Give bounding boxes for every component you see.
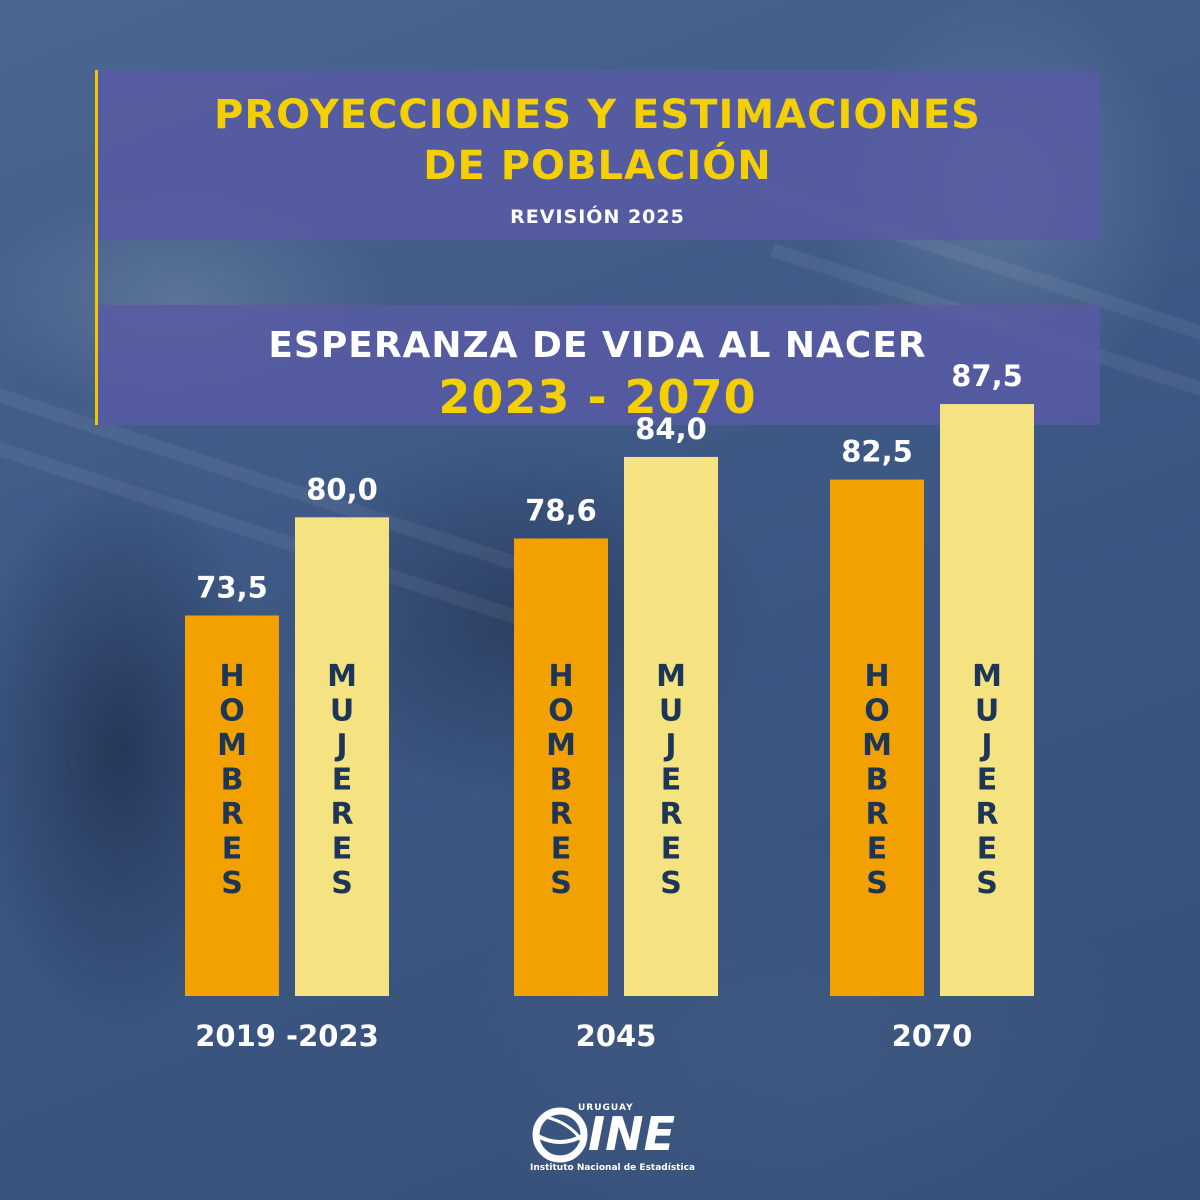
series-name-letter: E (977, 763, 998, 798)
series-name-letter: S (976, 866, 998, 901)
series-name-letter: H (548, 659, 573, 694)
accent-line (95, 70, 98, 425)
series-name-letter: O (864, 694, 890, 729)
revision-label: REVISIÓN 2025 (510, 206, 685, 228)
bar-mujeres (940, 404, 1034, 997)
logo-brand: INE (588, 1107, 676, 1161)
logo-caption: Instituto Nacional de Estadística (530, 1163, 695, 1173)
series-name-letter: S (550, 866, 572, 901)
bar-hombres (830, 479, 924, 997)
category-label: 2045 (576, 1019, 657, 1053)
years-range: 2023 - 2070 (438, 370, 757, 424)
bar-hombres (185, 615, 279, 996)
value-label: 84,0 (635, 412, 707, 446)
series-name-letter: R (865, 797, 888, 832)
page-title-line1: PROYECCIONES Y ESTIMACIONES (214, 92, 981, 138)
series-name-letter: H (219, 659, 244, 694)
series-name-letter: O (548, 694, 574, 729)
series-name-letter: R (549, 797, 572, 832)
value-label: 73,5 (196, 570, 268, 604)
logo-country: URUGUAY (578, 1103, 634, 1113)
value-label: 87,5 (951, 359, 1023, 393)
series-name-letter: R (975, 797, 998, 832)
bar-mujeres (624, 456, 718, 996)
bar-mujeres (295, 517, 389, 996)
series-name-letter: M (972, 659, 1002, 694)
bar-hombres (514, 538, 608, 996)
series-name-letter: S (221, 866, 243, 901)
series-name-letter: J (663, 728, 676, 763)
series-name-letter: O (219, 694, 245, 729)
series-name-letter: R (220, 797, 243, 832)
series-name-letter: U (975, 694, 999, 729)
series-name-letter: E (332, 763, 353, 798)
series-name-letter: E (551, 832, 572, 867)
series-name-letter: M (546, 728, 576, 763)
series-name-letter: E (867, 832, 888, 867)
series-name-letter: S (331, 866, 353, 901)
series-name-letter: E (661, 832, 682, 867)
value-label: 80,0 (306, 472, 378, 506)
category-label: 2070 (892, 1019, 973, 1053)
series-name-letter: M (327, 659, 357, 694)
series-name-letter: M (862, 728, 892, 763)
series-name-letter: M (656, 659, 686, 694)
series-name-letter: S (660, 866, 682, 901)
page-title-line2: DE POBLACIÓN (423, 143, 772, 189)
series-name-letter: U (330, 694, 354, 729)
series-name-letter: H (864, 659, 889, 694)
title-panel (95, 70, 1100, 240)
series-name-letter: R (659, 797, 682, 832)
category-label: 2019 -2023 (195, 1019, 379, 1053)
value-label: 78,6 (525, 493, 597, 527)
series-name-letter: R (330, 797, 353, 832)
chart-subtitle: ESPERANZA DE VIDA AL NACER (268, 325, 927, 366)
subtitle-panel (95, 305, 1100, 425)
series-name-letter: B (221, 763, 244, 798)
globe-icon (532, 1107, 588, 1163)
series-name-letter: M (217, 728, 247, 763)
series-name-letter: E (661, 763, 682, 798)
series-name-letter: S (866, 866, 888, 901)
series-name-letter: B (866, 763, 889, 798)
series-name-letter: J (979, 728, 992, 763)
value-label: 82,5 (841, 435, 913, 469)
series-name-letter: E (332, 832, 353, 867)
ine-logo: URUGUAY INE Instituto Nacional de Estadí… (530, 1103, 695, 1175)
series-name-letter: U (659, 694, 683, 729)
series-name-letter: E (222, 832, 243, 867)
series-name-letter: B (550, 763, 573, 798)
series-name-letter: J (334, 728, 347, 763)
series-name-letter: E (977, 832, 998, 867)
